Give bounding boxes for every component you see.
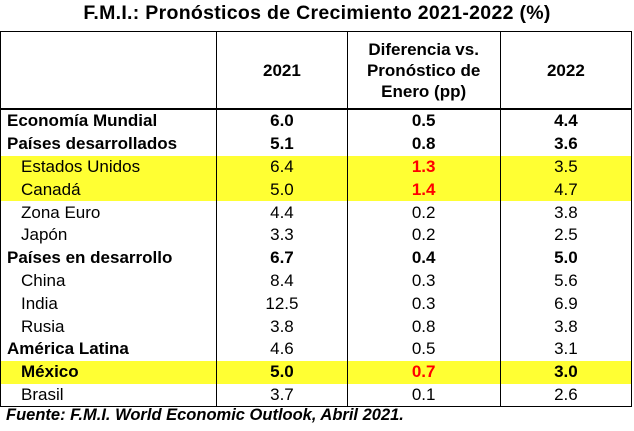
forecast-table: 2021 Diferencia vs. Pronóstico de Enero … — [0, 31, 633, 408]
value-difference: 0.4 — [346, 246, 501, 270]
value-2022: 3.6 — [499, 132, 633, 156]
header-2021: 2021 — [216, 31, 348, 110]
table-row: Japón 3.3 0.2 2.5 — [0, 223, 633, 247]
row-label: Países desarrollados — [0, 132, 218, 156]
value-2021: 5.0 — [216, 360, 348, 384]
value-2021: 5.1 — [216, 132, 348, 156]
value-2021: 4.6 — [216, 337, 348, 361]
value-difference: 0.2 — [346, 223, 501, 247]
header-difference-line-3: Enero (pp) — [381, 81, 467, 101]
header-difference: Diferencia vs. Pronóstico de Enero (pp) — [346, 31, 501, 110]
value-difference: 0.1 — [346, 383, 501, 408]
value-2021: 6.4 — [216, 155, 348, 179]
header-2022: 2022 — [499, 31, 633, 110]
row-label: Rusia — [0, 315, 218, 338]
table-row: México 5.0 0.7 3.0 — [0, 360, 633, 384]
value-2022: 5.6 — [499, 269, 633, 293]
value-difference: 0.7 — [346, 360, 501, 384]
row-label: Japón — [0, 223, 218, 247]
value-difference: 1.3 — [346, 155, 501, 179]
value-difference: 0.5 — [346, 109, 501, 133]
value-2021: 3.7 — [216, 383, 348, 408]
header-difference-line-2: Pronóstico de — [366, 60, 481, 80]
table-row: Países en desarrollo 6.7 0.4 5.0 — [0, 246, 633, 270]
value-2021: 5.0 — [216, 178, 348, 202]
value-difference: 0.2 — [346, 201, 501, 224]
value-2021: 4.4 — [216, 201, 348, 224]
header-row: 2021 Diferencia vs. Pronóstico de Enero … — [0, 31, 633, 110]
table-row: Economía Mundial 6.0 0.5 4.4 — [0, 109, 633, 133]
value-2022: 3.8 — [499, 201, 633, 224]
table-row: Zona Euro 4.4 0.2 3.8 — [0, 201, 633, 224]
value-difference: 0.3 — [346, 269, 501, 293]
row-label: Estados Unidos — [0, 155, 218, 179]
table-row: Canadá 5.0 1.4 4.7 — [0, 178, 633, 202]
row-label: México — [0, 360, 218, 384]
row-label: Brasil — [0, 383, 218, 408]
value-2021: 6.7 — [216, 246, 348, 270]
value-2022: 2.6 — [499, 383, 633, 408]
header-difference-line-1: Diferencia vs. — [368, 39, 479, 59]
value-difference: 0.8 — [346, 315, 501, 338]
row-label: India — [0, 292, 218, 316]
table-row: China 8.4 0.3 5.6 — [0, 269, 633, 293]
row-label: Canadá — [0, 178, 218, 202]
value-2022: 4.4 — [499, 109, 633, 133]
value-difference: 0.5 — [346, 337, 501, 361]
value-2022: 4.7 — [499, 178, 633, 202]
table-row: Países desarrollados 5.1 0.8 3.6 — [0, 132, 633, 156]
table-row: Estados Unidos 6.4 1.3 3.5 — [0, 155, 633, 179]
value-2021: 3.3 — [216, 223, 348, 247]
value-difference: 1.4 — [346, 178, 501, 202]
value-2021: 3.8 — [216, 315, 348, 338]
table-row: América Latina 4.6 0.5 3.1 — [0, 337, 633, 361]
value-2022: 3.5 — [499, 155, 633, 179]
page-title: F.M.I.: Pronósticos de Crecimiento 2021-… — [83, 2, 551, 24]
value-2022: 2.5 — [499, 223, 633, 247]
value-difference: 0.3 — [346, 292, 501, 316]
value-2022: 3.1 — [499, 337, 633, 361]
value-2022: 5.0 — [499, 246, 633, 270]
table-row: India 12.5 0.3 6.9 — [0, 292, 633, 316]
row-label: América Latina — [0, 337, 218, 361]
row-label: China — [0, 269, 218, 293]
table-row: Rusia 3.8 0.8 3.8 — [0, 315, 633, 338]
row-label: Países en desarrollo — [0, 246, 218, 270]
value-2022: 3.8 — [499, 315, 633, 338]
value-2021: 8.4 — [216, 269, 348, 293]
value-2021: 12.5 — [216, 292, 348, 316]
value-2022: 3.0 — [499, 360, 633, 384]
value-2021: 6.0 — [216, 109, 348, 133]
value-difference: 0.8 — [346, 132, 501, 156]
row-label: Zona Euro — [0, 201, 218, 224]
source-note: Fuente: F.M.I. World Economic Outlook, A… — [6, 406, 404, 424]
table-row: Brasil 3.7 0.1 2.6 — [0, 383, 633, 408]
header-country — [0, 31, 218, 110]
row-label: Economía Mundial — [0, 109, 218, 133]
value-2022: 6.9 — [499, 292, 633, 316]
